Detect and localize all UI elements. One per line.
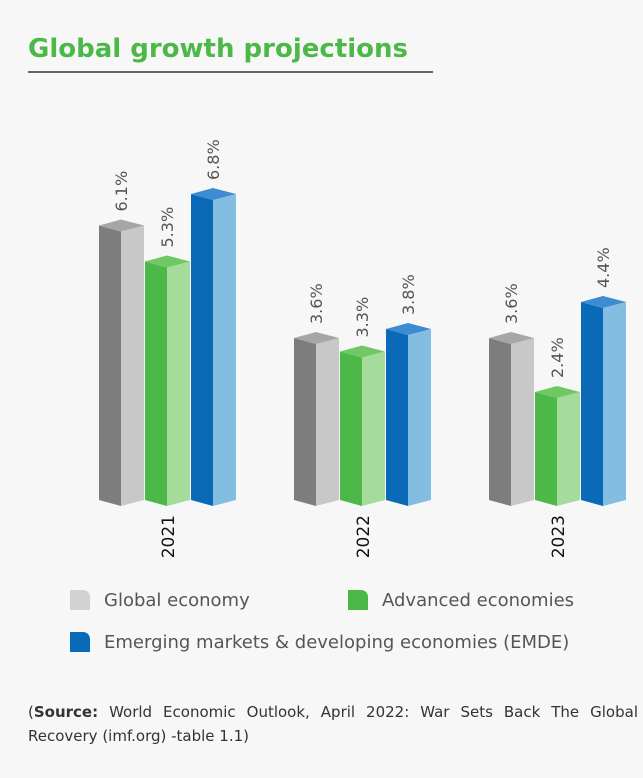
bar-left-face [340,351,362,506]
value-label: 6.1% [112,171,131,212]
bar-right-face [603,302,626,506]
source-open: ( [28,703,34,721]
bar-left-face [386,329,408,506]
bar-right-face [362,351,385,506]
bar-left-face [145,261,167,506]
value-label: 5.3% [158,207,177,248]
bar [294,332,339,506]
x-tick-label: 2022 [354,515,374,558]
value-label: 6.8% [204,139,223,180]
bar [386,323,431,506]
bar-left-face [294,338,316,506]
bar-top [145,255,190,268]
x-tick-label: 2023 [549,515,569,558]
value-label: 3.6% [307,283,326,324]
value-label: 3.3% [353,297,372,338]
bar-left-face [535,392,557,506]
bar-top [99,219,144,232]
bar-top [489,332,534,344]
bar-left-face [489,338,511,506]
bar-right-face [121,225,144,506]
source-note: (Source: World Economic Outlook, April 2… [28,700,638,748]
source-text: World Economic Outlook, April 2022: War … [28,703,638,745]
bar-left-face [581,302,603,506]
bar [99,219,144,506]
bar-right-face [557,392,580,506]
bar [581,296,626,506]
value-label: 4.4% [594,247,613,288]
legend-swatch [348,590,368,610]
bar-top [294,332,339,344]
bar [145,255,190,506]
legend-label: Global economy [104,590,250,611]
chart-title: Global growth projections [28,34,408,64]
value-label: 3.6% [502,283,521,324]
chart: Global growth projections 6.1% 5.3% 6.8% 20… [28,34,626,653]
value-label: 2.4% [548,337,567,378]
legend-label: Advanced economies [382,590,574,611]
bar [191,188,236,506]
bar-right-face [511,338,534,506]
bar-right-face [408,329,431,506]
bar-top [581,296,626,308]
bar-top [191,188,236,200]
legend-label: Emerging markets & developing economies … [104,632,569,653]
bar-right-face [316,338,339,506]
bar-left-face [99,225,121,506]
bar-left-face [191,194,213,506]
legend-swatch [70,590,90,610]
bar [489,332,534,506]
bar-right-face [213,194,236,506]
bar [340,345,385,506]
bar-top [386,323,431,335]
bar-top [535,386,580,398]
source-label: Source: [33,703,99,721]
value-label: 3.8% [399,274,418,315]
bar-right-face [167,261,190,506]
x-tick-label: 2021 [159,515,179,558]
bar [535,386,580,506]
legend-swatch [70,632,90,652]
bar-top [340,345,385,358]
